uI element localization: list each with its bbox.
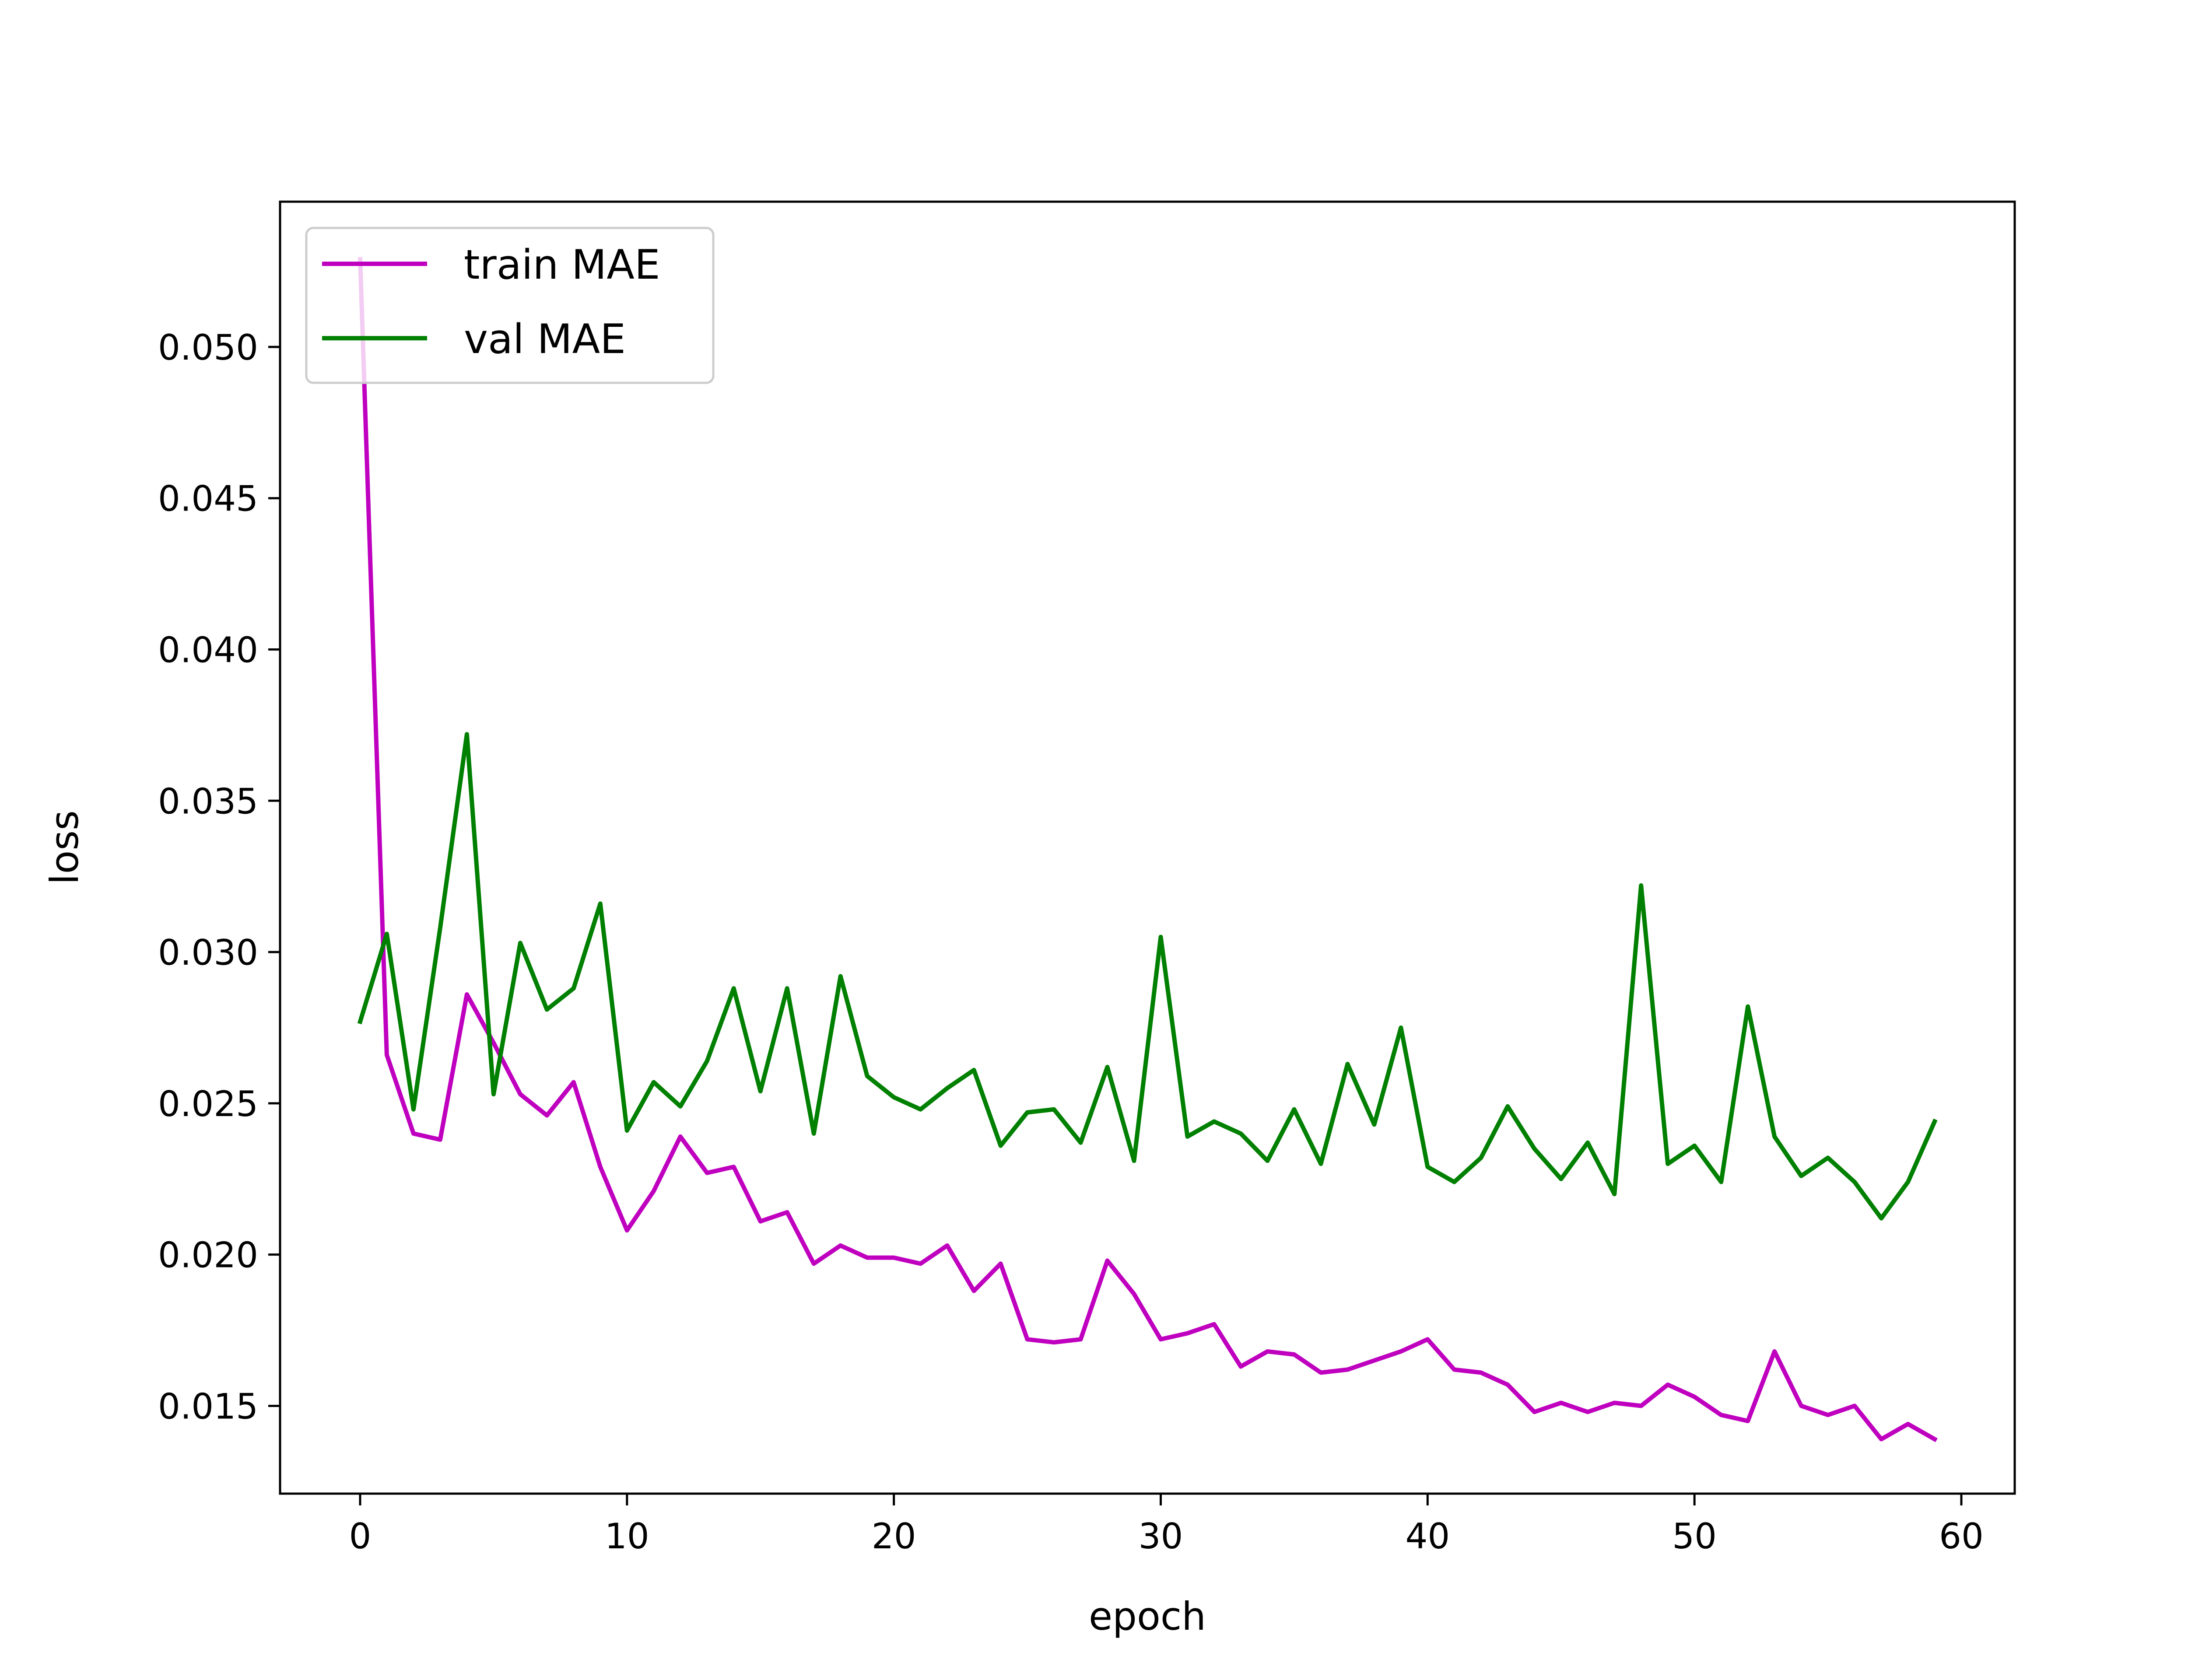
x-tick-label: 20 xyxy=(872,1516,916,1557)
plot-area-frame xyxy=(279,200,2016,1495)
x-tick-label: 40 xyxy=(1405,1516,1450,1557)
x-tick-label: 60 xyxy=(1939,1516,1984,1557)
y-axis: 0.015 0.020 0.025 0.030 0.035 0.040 0.045 0.050 xyxy=(158,327,280,1427)
legend-box xyxy=(305,227,715,384)
y-tick-label: 0.035 xyxy=(158,781,258,822)
y-tick-label: 0.045 xyxy=(158,479,258,519)
legend-label-val-mae: val MAE xyxy=(464,315,626,363)
series-line-train-mae xyxy=(358,257,1938,1442)
y-tick-label: 0.050 xyxy=(158,327,258,368)
legend-label-train-mae: train MAE xyxy=(464,241,660,288)
x-tick-label: 30 xyxy=(1139,1516,1183,1557)
y-tick-label: 0.030 xyxy=(158,932,258,973)
x-tick-label: 50 xyxy=(1672,1516,1717,1557)
y-tick-label: 0.040 xyxy=(158,630,258,671)
y-tick-label: 0.015 xyxy=(158,1386,258,1427)
x-axis: 0 10 20 30 40 50 60 xyxy=(349,1494,1984,1557)
x-tick-label: 0 xyxy=(349,1516,372,1557)
y-tick-label: 0.020 xyxy=(158,1235,258,1276)
y-axis-label: loss xyxy=(42,810,87,885)
x-axis-label: epoch xyxy=(1089,1594,1206,1639)
series-layer xyxy=(357,257,1938,1442)
x-tick-label: 10 xyxy=(605,1516,649,1557)
legend: train MAE val MAE xyxy=(305,227,715,384)
series-line-val-mae xyxy=(357,732,1938,1221)
y-tick-label: 0.025 xyxy=(158,1084,258,1124)
